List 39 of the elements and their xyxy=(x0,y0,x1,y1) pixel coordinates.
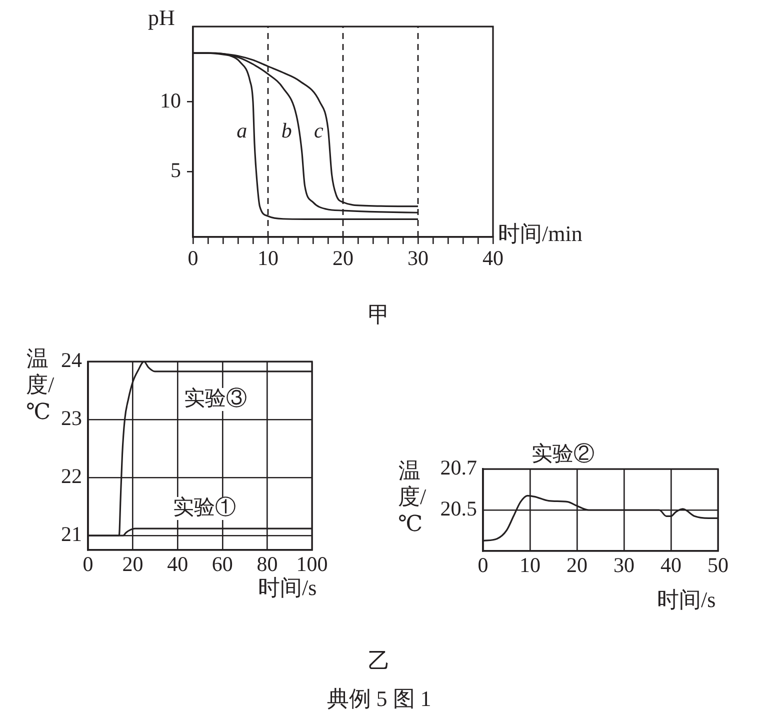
x-tick-label: 60 xyxy=(212,552,233,576)
y-axis-title: 温度/℃ xyxy=(26,346,54,426)
y-tick-label: 21 xyxy=(61,522,82,546)
series-label: 实验① xyxy=(172,495,236,520)
y-tick-label: 5 xyxy=(170,158,181,182)
x-axis-title: 时间/min xyxy=(498,221,582,246)
series-label: b xyxy=(281,118,292,142)
x-tick-label: 40 xyxy=(660,553,682,578)
x-tick-label: 50 xyxy=(708,553,728,578)
x-tick-label: 80 xyxy=(256,552,278,576)
y-tick-label: 20.7 xyxy=(440,456,477,480)
y-tick-label: 20.5 xyxy=(440,496,477,521)
x-tick-label: 20 xyxy=(122,552,144,576)
x-tick-label: 10 xyxy=(258,246,278,270)
series-label: 实验② xyxy=(531,442,594,466)
x-axis-title: 时间/s xyxy=(258,575,317,600)
x-tick-label: 40 xyxy=(167,552,188,576)
y-axis-title: pH xyxy=(148,5,175,30)
text: 乙 xyxy=(367,647,391,675)
x-axis-title: 时间/s xyxy=(657,587,716,612)
series-label: 实验③ xyxy=(184,386,248,410)
x-tick-label: 40 xyxy=(482,246,504,270)
x-tick-label: 30 xyxy=(614,553,634,578)
series-label: c xyxy=(314,118,324,142)
series-label: a xyxy=(236,118,248,142)
text: 典例 5 图 1 xyxy=(326,685,432,713)
x-tick-label: 10 xyxy=(520,553,540,578)
y-tick-label: 24 xyxy=(61,348,82,372)
y-axis-title: 温度/℃ xyxy=(398,458,426,538)
text: 甲 xyxy=(367,301,391,329)
x-tick-label: 20 xyxy=(566,553,588,578)
y-tick-label: 23 xyxy=(61,406,82,430)
x-tick-label: 100 xyxy=(296,552,328,576)
y-tick-label: 22 xyxy=(61,464,82,488)
x-tick-label: 0 xyxy=(82,552,94,576)
x-tick-label: 20 xyxy=(332,246,354,270)
x-tick-label: 0 xyxy=(188,246,198,270)
x-tick-label: 30 xyxy=(408,246,428,270)
x-tick-label: 0 xyxy=(478,553,488,578)
